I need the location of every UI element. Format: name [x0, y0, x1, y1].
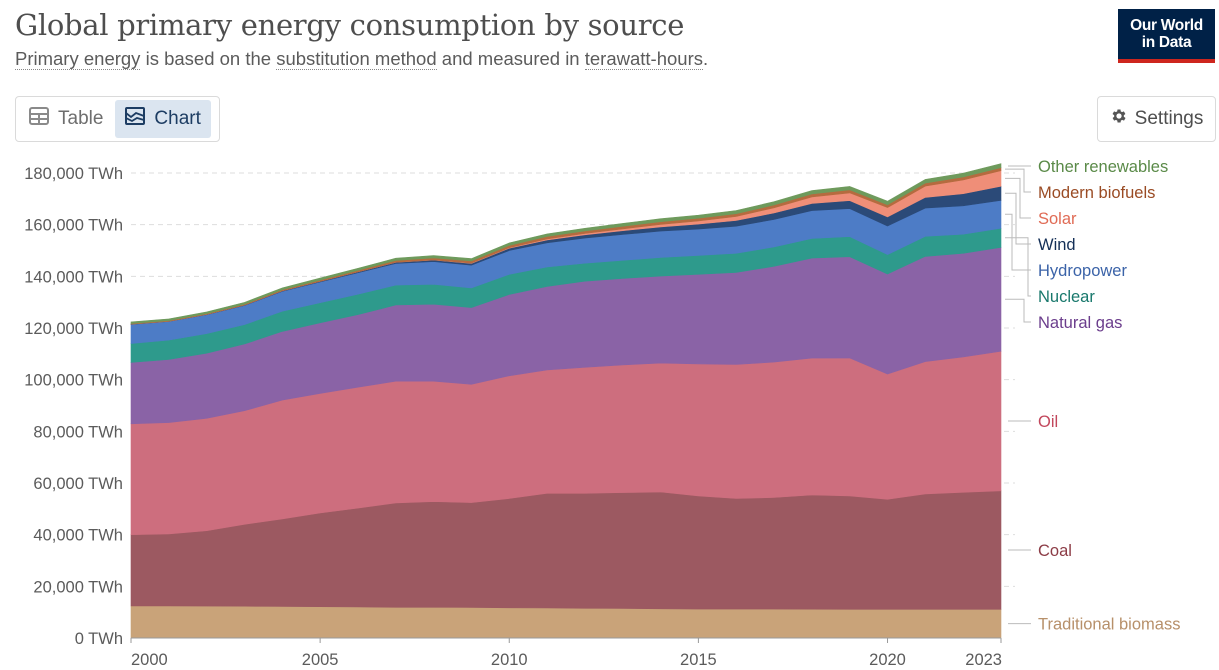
tab-table-label: Table	[58, 108, 104, 129]
legend-solar-label: Solar	[1038, 210, 1077, 228]
y-tick-label: 60,000 TWh	[33, 475, 123, 493]
legend-nuclear-label: Nuclear	[1038, 288, 1095, 306]
legend-modern-biofuels-label: Modern biofuels	[1038, 184, 1155, 202]
legend-natural-gas-connector	[1005, 298, 1031, 323]
y-tick-label: 180,000 TWh	[24, 165, 123, 183]
y-tick-label: 160,000 TWh	[24, 217, 123, 235]
y-tick-label: 140,000 TWh	[24, 268, 123, 286]
y-tick-label: 80,000 TWh	[33, 423, 123, 441]
tab-table[interactable]: Table	[19, 100, 113, 138]
owid-logo[interactable]: Our World in Data	[1118, 9, 1215, 63]
area-other-renewables	[130, 163, 1002, 324]
view-tabs: Table Chart	[15, 96, 220, 142]
x-tick-label: 2010	[491, 651, 528, 669]
table-icon	[29, 107, 49, 131]
legend-coal-label: Coal	[1038, 542, 1072, 560]
x-tick-label: 2020	[869, 651, 906, 669]
y-tick-label: 0 TWh	[75, 630, 123, 648]
legend-traditional-biomass-label: Traditional biomass	[1038, 616, 1180, 634]
page-title: Global primary energy consumption by sou…	[15, 8, 685, 42]
logo-line-1: Our World	[1130, 17, 1203, 34]
y-tick-label: 20,000 TWh	[33, 578, 123, 596]
subtitle-text-3: .	[702, 48, 709, 69]
settings-label: Settings	[1134, 108, 1204, 129]
legend-other-renewables-label: Other renewables	[1038, 158, 1168, 176]
settings-button[interactable]: Settings	[1097, 96, 1216, 142]
chart-icon	[125, 107, 146, 131]
legend-nuclear-connector	[1005, 237, 1031, 297]
legend-natural-gas-label: Natural gas	[1038, 314, 1122, 332]
terawatt-hours-link[interactable]: terawatt-hours	[584, 48, 703, 70]
subtitle-text-1: is based on the	[140, 48, 277, 69]
legend-oil-label: Oil	[1038, 413, 1058, 431]
y-tick-label: 40,000 TWh	[33, 527, 123, 545]
area-series	[130, 163, 1002, 639]
x-tick-label: 2000	[131, 651, 168, 669]
subtitle-text-2: and measured in	[436, 48, 585, 69]
legend-modern-biofuels-connector	[1005, 168, 1031, 193]
x-tick-label: 2005	[302, 651, 339, 669]
legend-hydropower-label: Hydropower	[1038, 262, 1127, 280]
gear-icon	[1110, 107, 1128, 131]
legend-solar-connector	[1005, 177, 1031, 219]
y-tick-label: 100,000 TWh	[24, 372, 123, 390]
primary-energy-link[interactable]: Primary energy	[15, 48, 141, 70]
y-tick-label: 120,000 TWh	[24, 320, 123, 338]
axes: 0 TWh 20,000 TWh 40,000 TWh 60,000 TWh 80,00…	[24, 165, 1002, 669]
logo-line-2: in Data	[1141, 34, 1192, 51]
page-subtitle: Primary energy is based on the substitut…	[15, 48, 708, 70]
substitution-method-link[interactable]: substitution method	[276, 48, 437, 70]
legend-wind-label: Wind	[1038, 236, 1076, 254]
legend-wind-connector	[1005, 192, 1031, 245]
x-tick-label: 2023	[965, 651, 1002, 669]
tab-chart-label: Chart	[154, 108, 201, 129]
legend: Traditional biomass Coal Oil Natural gas Nuc…	[1005, 158, 1180, 634]
area-traditional-biomass	[130, 605, 1002, 639]
x-tick-label: 2015	[680, 651, 717, 669]
tab-chart[interactable]: Chart	[115, 100, 211, 138]
legend-hydropower-connector	[1005, 213, 1031, 271]
